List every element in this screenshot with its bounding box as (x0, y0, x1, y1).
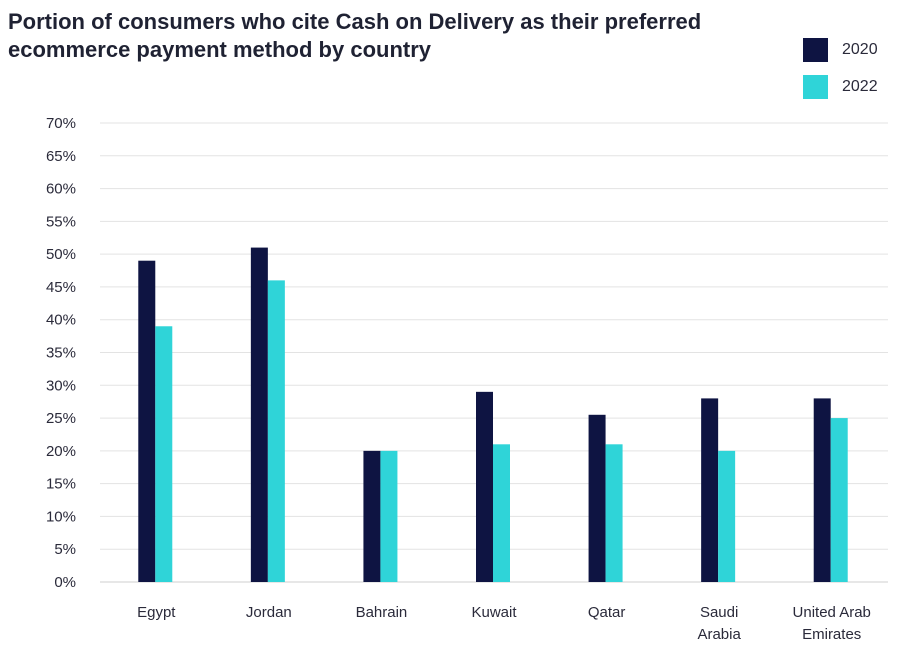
legend-item-2020: 2020 (803, 36, 878, 64)
legend-swatch-2022 (803, 75, 828, 99)
bar-2022 (493, 444, 510, 582)
y-tick-label: 10% (46, 508, 76, 525)
bar-2020 (701, 398, 719, 582)
bar-2020 (138, 260, 156, 582)
bar-2020 (476, 391, 493, 582)
bar-2022 (155, 326, 173, 582)
x-tick-label: Emirates (802, 626, 861, 643)
y-tick-label: 40% (46, 312, 76, 329)
chart-title-line-2: ecommerce payment method by country (8, 37, 432, 62)
chart-title: Portion of consumers who cite Cash on De… (8, 8, 788, 64)
bar-2022 (718, 450, 736, 582)
legend-label-2020: 2020 (842, 41, 878, 58)
x-tick-label: Kuwait (471, 604, 517, 621)
bar-2020 (588, 414, 606, 582)
y-tick-label: 35% (46, 345, 76, 362)
y-tick-label: 30% (46, 377, 76, 394)
y-tick-label: 65% (46, 148, 76, 165)
x-tick-label: Saudi (700, 604, 738, 621)
bar-2022 (380, 450, 398, 582)
x-tick-label: Bahrain (356, 604, 408, 621)
bar-2022 (830, 418, 848, 582)
x-tick-label: Arabia (697, 626, 741, 643)
y-tick-label: 0% (54, 574, 76, 591)
legend-item-2022: 2022 (803, 73, 878, 101)
y-tick-label: 70% (46, 115, 76, 132)
legend-swatch-2020 (803, 38, 828, 62)
x-tick-label: Egypt (137, 604, 176, 621)
x-tick-label: Qatar (588, 604, 626, 621)
bar-2020 (250, 247, 268, 583)
x-tick-label: United Arab (793, 604, 871, 621)
bar-2022 (267, 280, 285, 582)
y-tick-label: 45% (46, 279, 76, 296)
y-tick-label: 20% (46, 443, 76, 460)
legend-label-2022: 2022 (842, 78, 878, 95)
x-tick-label: Jordan (246, 604, 292, 621)
y-tick-label: 60% (46, 181, 76, 198)
y-tick-label: 15% (46, 476, 76, 493)
y-tick-label: 25% (46, 410, 76, 427)
y-tick-label: 55% (46, 213, 76, 230)
bar-2020 (813, 398, 831, 582)
chart-title-line-1: Portion of consumers who cite Cash on De… (8, 9, 702, 34)
y-tick-label: 5% (54, 541, 76, 558)
chart-legend: 2020 2022 (803, 36, 878, 110)
y-tick-label: 50% (46, 246, 76, 263)
bar-2022 (605, 444, 623, 582)
bar-2020 (363, 450, 381, 582)
